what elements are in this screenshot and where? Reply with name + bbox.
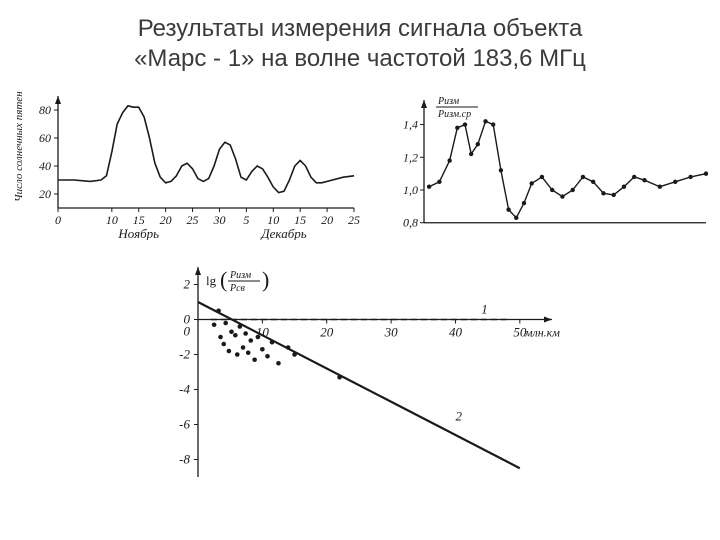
svg-text:-2: -2 bbox=[179, 347, 190, 362]
svg-text:1: 1 bbox=[481, 302, 488, 317]
slide: Результаты измерения сигнала объекта «Ма… bbox=[0, 0, 720, 540]
svg-text:-8: -8 bbox=[179, 452, 190, 467]
svg-text:2: 2 bbox=[455, 409, 462, 424]
svg-text:млн.км: млн.км bbox=[524, 326, 560, 340]
top-charts-row: 20 40 60 80 0 10 15 20 25 30 5 10 15 20 25 Ноябрь Декабр… bbox=[0, 90, 720, 240]
svg-text:Pсв: Pсв bbox=[229, 283, 246, 294]
svg-text:15: 15 bbox=[133, 213, 145, 227]
svg-text:5: 5 bbox=[243, 213, 249, 227]
scatter-chart: -8-6-4-20210203040500млн.кмlg()PизмPсв12 bbox=[140, 255, 570, 505]
svg-text:Pизм: Pизм bbox=[437, 96, 460, 107]
svg-text:40: 40 bbox=[449, 325, 463, 340]
svg-text:80: 80 bbox=[39, 103, 51, 117]
svg-text:Декабрь: Декабрь bbox=[259, 226, 306, 240]
svg-text:40: 40 bbox=[39, 159, 51, 173]
svg-text:Pизм: Pизм bbox=[229, 270, 252, 281]
title-line-2: «Марс - 1» на волне частотой 183,6 МГц bbox=[0, 44, 720, 74]
svg-text:1,2: 1,2 bbox=[403, 150, 418, 164]
svg-text:): ) bbox=[262, 267, 269, 292]
svg-text:-4: -4 bbox=[179, 382, 190, 397]
svg-text:(: ( bbox=[220, 267, 227, 292]
svg-text:Pизм.ср: Pизм.ср bbox=[437, 109, 471, 120]
svg-text:1,0: 1,0 bbox=[403, 183, 418, 197]
svg-text:30: 30 bbox=[384, 325, 399, 340]
svg-text:20: 20 bbox=[321, 213, 333, 227]
slide-title: Результаты измерения сигнала объекта «Ма… bbox=[0, 0, 720, 74]
svg-text:30: 30 bbox=[212, 213, 225, 227]
svg-text:0: 0 bbox=[184, 324, 191, 339]
svg-text:25: 25 bbox=[187, 213, 199, 227]
svg-text:10: 10 bbox=[267, 213, 279, 227]
svg-text:2: 2 bbox=[184, 277, 191, 292]
svg-text:25: 25 bbox=[348, 213, 360, 227]
svg-text:-6: -6 bbox=[179, 417, 190, 432]
ratio-chart: 0,8 1,0 1,2 1,4 Pизм Pизм.ср bbox=[380, 90, 712, 240]
svg-text:Число солнечных пятен: Число солнечных пятен bbox=[13, 91, 25, 202]
svg-text:10: 10 bbox=[106, 213, 118, 227]
svg-text:20: 20 bbox=[39, 187, 51, 201]
svg-text:0: 0 bbox=[55, 213, 61, 227]
svg-text:0,8: 0,8 bbox=[403, 216, 418, 230]
svg-text:20: 20 bbox=[320, 325, 334, 340]
svg-text:1,4: 1,4 bbox=[403, 118, 418, 132]
svg-text:60: 60 bbox=[39, 131, 51, 145]
svg-text:Ноябрь: Ноябрь bbox=[117, 226, 159, 240]
svg-text:20: 20 bbox=[160, 213, 172, 227]
svg-text:15: 15 bbox=[294, 213, 306, 227]
svg-text:lg: lg bbox=[206, 273, 217, 288]
sunspots-chart: 20 40 60 80 0 10 15 20 25 30 5 10 15 20 25 Ноябрь Декабр… bbox=[10, 90, 360, 240]
title-line-1: Результаты измерения сигнала объекта bbox=[0, 14, 720, 44]
